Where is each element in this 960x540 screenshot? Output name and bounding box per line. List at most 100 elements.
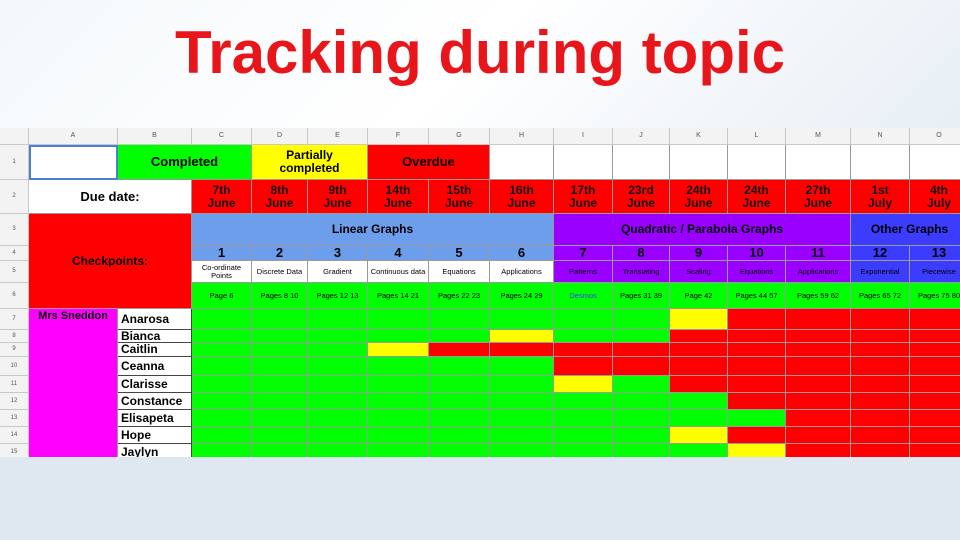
status-cell[interactable]: [786, 309, 851, 330]
row-header[interactable]: 8: [0, 330, 29, 343]
status-cell[interactable]: [728, 376, 786, 393]
status-cell[interactable]: [192, 376, 252, 393]
column-header[interactable]: B: [118, 128, 192, 145]
status-cell[interactable]: [670, 357, 728, 376]
status-cell[interactable]: [554, 330, 613, 343]
status-cell[interactable]: [728, 427, 786, 444]
status-cell[interactable]: [613, 330, 670, 343]
row-header[interactable]: 9: [0, 343, 29, 357]
column-header[interactable]: H: [490, 128, 554, 145]
column-header[interactable]: J: [613, 128, 670, 145]
status-cell[interactable]: [910, 343, 960, 357]
status-cell[interactable]: [192, 357, 252, 376]
status-cell[interactable]: [368, 393, 429, 410]
status-cell[interactable]: [613, 357, 670, 376]
status-cell[interactable]: [368, 343, 429, 357]
status-cell[interactable]: [490, 376, 554, 393]
status-cell[interactable]: [252, 330, 308, 343]
status-cell[interactable]: [728, 357, 786, 376]
status-cell[interactable]: [910, 393, 960, 410]
status-cell[interactable]: [429, 343, 490, 357]
status-cell[interactable]: [851, 330, 910, 343]
status-cell[interactable]: [786, 343, 851, 357]
status-cell[interactable]: [368, 309, 429, 330]
row-header[interactable]: 3: [0, 214, 29, 246]
status-cell[interactable]: [851, 393, 910, 410]
status-cell[interactable]: [670, 444, 728, 457]
status-cell[interactable]: [368, 330, 429, 343]
status-cell[interactable]: [910, 376, 960, 393]
column-header[interactable]: E: [308, 128, 368, 145]
column-header[interactable]: F: [368, 128, 429, 145]
status-cell[interactable]: [429, 427, 490, 444]
status-cell[interactable]: [308, 309, 368, 330]
column-header[interactable]: N: [851, 128, 910, 145]
status-cell[interactable]: [490, 444, 554, 457]
status-cell[interactable]: [851, 427, 910, 444]
status-cell[interactable]: [670, 410, 728, 427]
status-cell[interactable]: [554, 343, 613, 357]
status-cell[interactable]: [728, 444, 786, 457]
status-cell[interactable]: [613, 393, 670, 410]
status-cell[interactable]: [786, 410, 851, 427]
status-cell[interactable]: [554, 410, 613, 427]
status-cell[interactable]: [490, 357, 554, 376]
status-cell[interactable]: [910, 410, 960, 427]
status-cell[interactable]: [192, 410, 252, 427]
status-cell[interactable]: [670, 393, 728, 410]
status-cell[interactable]: [490, 410, 554, 427]
status-cell[interactable]: [670, 330, 728, 343]
status-cell[interactable]: [429, 393, 490, 410]
empty-cell[interactable]: [728, 145, 786, 180]
status-cell[interactable]: [308, 410, 368, 427]
row-header[interactable]: 6: [0, 283, 29, 309]
status-cell[interactable]: [308, 343, 368, 357]
status-cell[interactable]: [554, 427, 613, 444]
status-cell[interactable]: [308, 393, 368, 410]
status-cell[interactable]: [308, 444, 368, 457]
status-cell[interactable]: [786, 376, 851, 393]
status-cell[interactable]: [429, 330, 490, 343]
status-cell[interactable]: [728, 343, 786, 357]
column-header[interactable]: D: [252, 128, 308, 145]
status-cell[interactable]: [786, 357, 851, 376]
status-cell[interactable]: [910, 357, 960, 376]
row-header[interactable]: 7: [0, 309, 29, 330]
status-cell[interactable]: [252, 376, 308, 393]
row-header[interactable]: 15: [0, 444, 29, 457]
status-cell[interactable]: [910, 427, 960, 444]
status-cell[interactable]: [192, 330, 252, 343]
status-cell[interactable]: [429, 444, 490, 457]
status-cell[interactable]: [308, 376, 368, 393]
status-cell[interactable]: [368, 427, 429, 444]
status-cell[interactable]: [192, 444, 252, 457]
status-cell[interactable]: [728, 410, 786, 427]
status-cell[interactable]: [368, 357, 429, 376]
status-cell[interactable]: [192, 427, 252, 444]
column-header[interactable]: M: [786, 128, 851, 145]
status-cell[interactable]: [490, 343, 554, 357]
status-cell[interactable]: [670, 343, 728, 357]
status-cell[interactable]: [670, 309, 728, 330]
status-cell[interactable]: [490, 330, 554, 343]
status-cell[interactable]: [728, 330, 786, 343]
status-cell[interactable]: [252, 393, 308, 410]
empty-cell[interactable]: [613, 145, 670, 180]
empty-cell[interactable]: [554, 145, 613, 180]
status-cell[interactable]: [429, 357, 490, 376]
status-cell[interactable]: [429, 309, 490, 330]
corner-cell[interactable]: [0, 128, 29, 145]
status-cell[interactable]: [368, 376, 429, 393]
status-cell[interactable]: [554, 309, 613, 330]
column-header[interactable]: G: [429, 128, 490, 145]
empty-cell[interactable]: [910, 145, 960, 180]
status-cell[interactable]: [910, 444, 960, 457]
status-cell[interactable]: [786, 393, 851, 410]
status-cell[interactable]: [429, 410, 490, 427]
row-header[interactable]: 5: [0, 261, 29, 283]
row-header[interactable]: 4: [0, 246, 29, 261]
status-cell[interactable]: [308, 330, 368, 343]
row-header[interactable]: 12: [0, 393, 29, 410]
selected-cell[interactable]: [29, 145, 118, 180]
status-cell[interactable]: [851, 444, 910, 457]
